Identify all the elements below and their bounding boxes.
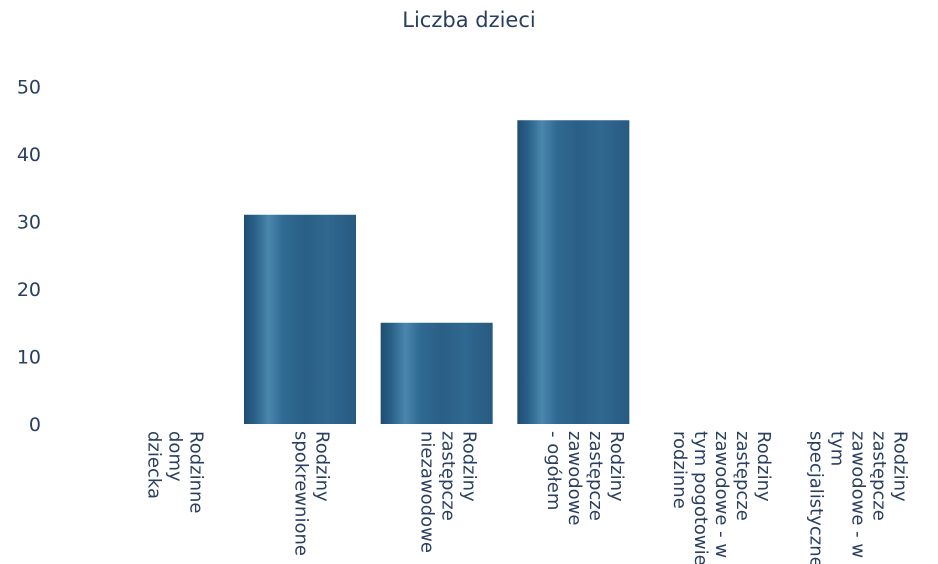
y-tick-label: 40 — [17, 144, 41, 166]
x-tick-label-line: zastępcze — [438, 431, 459, 521]
x-tick-label-line: zawodowe — [564, 431, 585, 525]
x-tick-label-line: niezawodowe — [417, 431, 438, 553]
bar[interactable] — [244, 214, 356, 424]
x-tick-label-line: Rodziny — [312, 431, 333, 502]
x-tick-label-line: zawodowe - w — [711, 431, 732, 558]
x-tick-label-line: zawodowe - w — [848, 431, 869, 558]
x-tick-label-line: rodzinne — [669, 431, 690, 509]
y-tick-label: 10 — [17, 347, 41, 369]
y-tick-label: 30 — [17, 212, 41, 234]
x-tick-label-line: Rodziny — [753, 431, 774, 502]
x-tick-label-line: specjalistyczne — [806, 431, 827, 564]
x-tick-label-line: Rodziny — [606, 431, 627, 502]
x-tick-label-line: spokrewnione — [291, 431, 312, 556]
y-axis: 0 10 20 30 40 50 — [17, 77, 41, 437]
y-tick-label: 20 — [17, 279, 41, 301]
bar[interactable] — [517, 120, 630, 424]
x-tick-label-line: Rodziny — [890, 431, 911, 502]
bars — [244, 120, 630, 424]
x-tick-label-line: dziecka — [143, 431, 164, 499]
bar[interactable] — [380, 322, 493, 424]
x-tick-label-line: tym pogotowie — [690, 431, 711, 564]
x-tick-label-line: Rodziny — [459, 431, 480, 502]
x-tick-label-line: zastępcze — [732, 431, 753, 521]
y-tick-label: 50 — [17, 77, 41, 99]
x-tick-label-line: Rodzinne — [185, 431, 206, 513]
chart-title: Liczba dzieci — [402, 8, 536, 32]
x-tick-label-line: zastępcze — [869, 431, 890, 521]
x-tick-label-line: - ogółem — [543, 431, 564, 510]
y-tick-label: 0 — [29, 414, 41, 436]
x-tick-label-line: domy — [164, 431, 185, 482]
x-tick-label-line: tym — [827, 431, 848, 466]
x-tick-label-line: zastępcze — [585, 431, 606, 521]
